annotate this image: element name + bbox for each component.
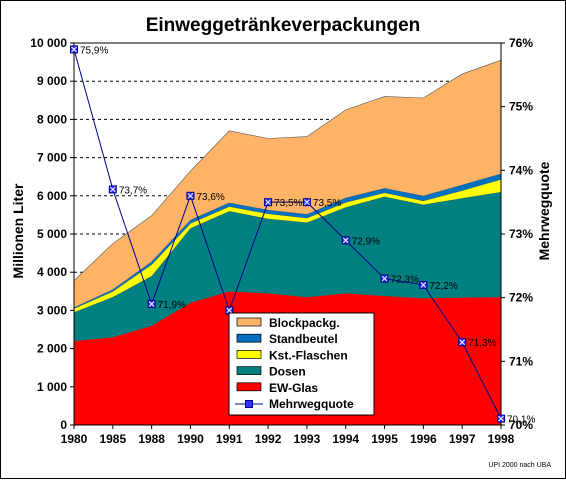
- mehrwegquote-line: 75,9% 73,7% 71,9% 73,6% 73,5% 73,5% 72,9% 72,3%…: [70, 45, 535, 426]
- y2-tick-label: 76%: [509, 36, 533, 50]
- mehrwegquote-point: [186, 191, 195, 200]
- legend-item: Standbeutel: [236, 332, 338, 346]
- x-tick-label: 1991: [216, 432, 243, 446]
- mehrwegquote-point: [108, 185, 117, 194]
- legend-item: Kst.-Flaschen: [236, 348, 348, 362]
- x-tick-label: 1998: [488, 432, 515, 446]
- mehrwegquote-point: [419, 280, 428, 289]
- point-cross: [109, 186, 116, 193]
- legend-swatch: [236, 317, 262, 327]
- mehrwegquote-point: [458, 338, 467, 347]
- point-cross: [148, 301, 155, 307]
- source-note: UPI 2000 nach UBA: [488, 462, 551, 469]
- legend-swatch: [236, 366, 262, 375]
- legend-swatch: [236, 350, 262, 359]
- legend-swatch: [236, 333, 262, 343]
- legend-item: Blockpackg.: [236, 316, 340, 330]
- x-tick-label: 1992: [255, 432, 282, 446]
- y2-tick-label: 72%: [509, 291, 533, 305]
- area-kst-flaschen: [74, 179, 501, 313]
- mehrwegquote-point: [497, 414, 505, 423]
- x-tick-label: 1988: [138, 432, 165, 446]
- x-tick-label: 1980: [61, 432, 88, 446]
- point-cross: [71, 46, 77, 53]
- area-standbeutel: [74, 173, 501, 309]
- y-tick-label: 10 000: [30, 36, 67, 50]
- legend-box: [228, 312, 375, 416]
- point-cross: [381, 275, 388, 282]
- y-axis-label: Millionen Liter: [10, 183, 26, 278]
- legend-label: EW-Glas: [269, 381, 318, 395]
- y-tick-label: 2 000: [37, 342, 67, 356]
- mehrwegquote-data-label: 70,1%: [507, 415, 535, 426]
- mehrwegquote-data-label: 73,5%: [313, 198, 341, 209]
- mehrwegquote-data-label: 72,9%: [352, 236, 380, 247]
- mehrwegquote-point: [302, 198, 311, 207]
- legend-label: Dosen: [269, 365, 306, 379]
- y-tick-label: 0: [60, 418, 67, 432]
- mehrwegquote-point: [380, 274, 389, 283]
- point-cross: [265, 199, 271, 206]
- chart-title: Einweggetränkeverpackungen: [146, 15, 421, 36]
- mehrwegquote-point: [264, 198, 273, 207]
- legend-item: Mehrwegquote: [235, 397, 354, 411]
- legend-item: EW-Glas: [236, 381, 318, 395]
- mehrwegquote-data-label: 71,9%: [158, 300, 186, 311]
- legend-label: Mehrwegquote: [269, 397, 354, 411]
- legend-label: Standbeutel: [269, 332, 338, 346]
- point-cross: [459, 339, 466, 346]
- axes: 0 1 000 2 000 3 000 4 000 5 000 6 000 7 000 8 00…: [30, 36, 533, 446]
- legend: Blockpackg. Standbeutel Kst.-Flaschen Dosen…: [228, 312, 375, 416]
- x-tick-label: 1994: [332, 432, 359, 446]
- area-top-edge: [73, 59, 502, 281]
- legend-label: Kst.-Flaschen: [269, 348, 348, 362]
- y-tick-label: 8 000: [37, 112, 67, 126]
- y2-tick-label: 71%: [509, 354, 533, 368]
- mehrwegquote-data-label: 73,6%: [196, 192, 224, 203]
- y2-tick-label: 70%: [509, 418, 533, 432]
- point-cross: [226, 307, 233, 314]
- y2-tick-label: 75%: [509, 100, 533, 114]
- y-tick-label: 5 000: [37, 227, 67, 241]
- mehrwegquote-polyline: [73, 49, 502, 419]
- point-cross: [420, 282, 427, 288]
- y-tick-label: 4 000: [37, 265, 67, 279]
- mehrwegquote-data-label: 75,9%: [80, 45, 108, 56]
- mehrwegquote-data-label: 71,3%: [468, 338, 496, 349]
- area-dosen: [74, 191, 501, 341]
- legend-label: Blockpackg.: [269, 316, 340, 330]
- mehrwegquote-point: [147, 300, 156, 309]
- x-tick-label: 1985: [99, 432, 126, 446]
- y-tick-label: 1 000: [37, 380, 67, 394]
- legend-line-marker: [245, 400, 253, 408]
- area-blockpackg: [74, 60, 501, 308]
- y-tick-label: 6 000: [37, 189, 67, 203]
- point-cross: [304, 199, 310, 206]
- point-cross: [342, 237, 349, 244]
- y-tick-label: 7 000: [37, 151, 67, 165]
- mehrwegquote-data-label: 73,7%: [119, 185, 147, 196]
- y2-tick-label: 73%: [509, 227, 533, 241]
- y2-tick-label: 74%: [509, 163, 533, 177]
- x-tick-label: 1995: [371, 432, 398, 446]
- point-cross: [187, 192, 194, 199]
- legend-swatch: [236, 382, 262, 392]
- mehrwegquote-data-label: 73,5%: [274, 198, 302, 209]
- x-tick-label: 1990: [177, 432, 204, 446]
- x-tick-label: 1997: [449, 432, 476, 446]
- y-tick-label: 3 000: [37, 303, 67, 317]
- mehrwegquote-point: [341, 236, 350, 245]
- mehrwegquote-data-label: 72,3%: [391, 275, 419, 286]
- mehrwegquote-data-label: 72,2%: [429, 281, 457, 292]
- y-tick-label: 9 000: [37, 74, 67, 88]
- x-tick-label: 1996: [410, 432, 437, 446]
- legend-item: Dosen: [236, 365, 306, 379]
- y2-axis-label: Mehrwegquote: [536, 161, 552, 260]
- mehrwegquote-point: [70, 45, 78, 54]
- x-tick-label: 1993: [294, 432, 321, 446]
- point-cross: [498, 415, 504, 422]
